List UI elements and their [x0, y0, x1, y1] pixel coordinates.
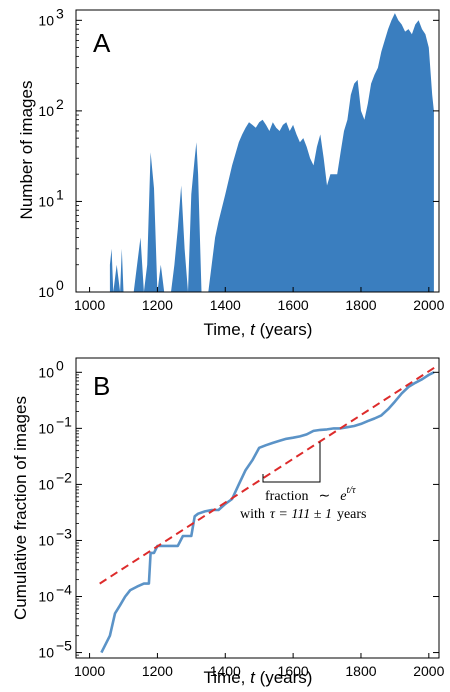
y-axis-label-b: Cumulative fraction of images — [11, 396, 30, 620]
b-xtick-label: 1600 — [278, 663, 309, 679]
x-axis-label-b-pre: Time, — [204, 668, 251, 687]
b-ytick-base: 10 — [38, 589, 54, 605]
b-ytick-label: 10 — [38, 645, 54, 661]
annotation-fraction: fraction ∼ et/τ — [265, 485, 356, 504]
b-ytick-label: 10 — [38, 589, 54, 605]
annotation-tau: with τ = 111 ± 1 years — [240, 507, 367, 522]
a-ytick-exponent: 0 — [56, 277, 64, 293]
a-xtick-label: 1600 — [278, 297, 309, 313]
x-axis-label-a-var: t — [250, 320, 256, 339]
a-ytick-label: 10 — [38, 12, 54, 28]
annotation-fraction-word: fraction — [265, 489, 309, 504]
x-axis-label-b-post: (years) — [255, 668, 313, 687]
b-ytick-exponent: −2 — [56, 469, 72, 485]
annotation-tau-equation: τ = 111 ± 1 — [270, 507, 332, 522]
annotation-with: with — [240, 507, 265, 522]
a-ytick-exponent: 2 — [56, 96, 64, 112]
a-ytick-base: 10 — [38, 284, 54, 300]
b-xtick-label: 1400 — [210, 663, 241, 679]
b-ytick-exponent: −4 — [56, 582, 72, 598]
x-axis-label-a: Time, t (years) — [204, 320, 313, 339]
b-ytick-label: 10 — [38, 476, 54, 492]
cumulative-fraction-line — [100, 371, 435, 654]
a-ytick-exponent: 3 — [56, 5, 64, 21]
a-xtick-label: 1800 — [345, 297, 376, 313]
y-axis-label-a: Number of images — [17, 81, 36, 220]
a-ytick-label: 10 — [38, 103, 54, 119]
x-axis-label-a-post: (years) — [255, 320, 313, 339]
b-ytick-exponent: −5 — [56, 638, 72, 654]
annotation-exponent: t/τ — [346, 485, 356, 496]
x-ticks-b: 1000 1200 1400 1600 1800 2000 — [74, 653, 445, 679]
x-axis-label-b: Time, t (years) — [204, 668, 313, 687]
b-ytick-base: 10 — [38, 645, 54, 661]
plot-frame-a — [75, 9, 440, 293]
x-axis-label-b-var: t — [250, 668, 256, 687]
panel-b: 1000 1200 1400 1600 1800 2000 10−510−410 −310−… — [11, 357, 445, 687]
b-xtick-label: 1800 — [345, 663, 376, 679]
b-ytick-exponent: 0 — [56, 357, 64, 373]
x-axis-label-a-pre: Time, — [204, 320, 251, 339]
a-xtick-label: 2000 — [413, 297, 444, 313]
a-ytick-base: 10 — [38, 193, 54, 209]
b-ytick-label: 10 — [38, 420, 54, 436]
a-xtick-label: 1400 — [210, 297, 241, 313]
b-ytick-exponent: −1 — [56, 413, 72, 429]
b-ytick-base: 10 — [38, 364, 54, 380]
b-ytick-base: 10 — [38, 420, 54, 436]
annotation-bracket — [262, 442, 321, 483]
b-xtick-label: 1200 — [142, 663, 173, 679]
a-ytick-label: 10 — [38, 284, 54, 300]
annotation-e: e — [340, 489, 346, 504]
images-per-year-bars — [109, 13, 434, 292]
plot-frame-b — [75, 357, 440, 659]
a-ytick-base: 10 — [38, 12, 54, 28]
annotation-years: years — [337, 507, 367, 522]
panel-label-a: A — [93, 28, 111, 58]
a-ytick-label: 10 — [38, 193, 54, 209]
b-ytick-label: 10 — [38, 532, 54, 548]
b-ytick-exponent: −3 — [56, 525, 72, 541]
b-xtick-label: 2000 — [413, 663, 444, 679]
b-xtick-label: 1000 — [74, 663, 105, 679]
b-ytick-base: 10 — [38, 476, 54, 492]
exponential-fit-line — [99, 366, 437, 585]
annotation-similar-symbol: ∼ — [319, 489, 331, 504]
b-ytick-base: 10 — [38, 532, 54, 548]
b-ytick-label: 10 — [38, 364, 54, 380]
a-xtick-label: 1000 — [74, 297, 105, 313]
panel-label-b: B — [93, 371, 110, 401]
a-xtick-label: 1200 — [142, 297, 173, 313]
a-ytick-exponent: 1 — [56, 186, 64, 202]
a-ytick-base: 10 — [38, 103, 54, 119]
x-ticks-a: 1000 1200 1400 1600 1800 2000 — [74, 287, 445, 313]
